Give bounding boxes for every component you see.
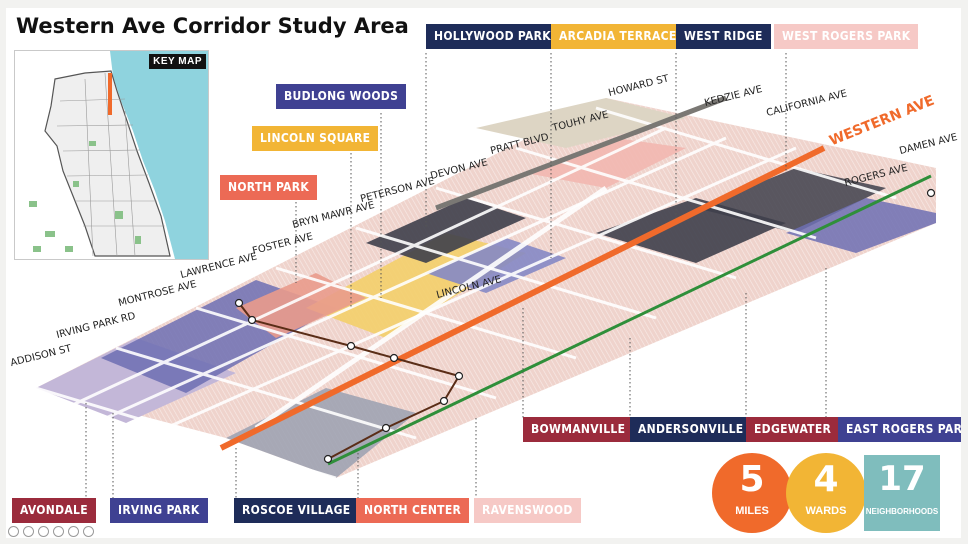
tag-bowmanville: BOWMANVILLE (523, 417, 634, 442)
tag-north-park: NORTH PARK (220, 175, 317, 200)
tag-avondale: AVONDALE (12, 498, 96, 523)
page-title: Western Ave Corridor Study Area (16, 14, 409, 38)
stat-miles: 5 MILES (712, 453, 792, 533)
tag-lincoln-square: LINCOLN SQUARE (252, 126, 379, 151)
area-north-end (476, 98, 686, 148)
tag-budlong-woods: BUDLONG WOODS (276, 84, 407, 109)
stat-wards: 4 WARDS (786, 453, 866, 533)
key-map: KEY MAP (14, 50, 209, 260)
stat-wards-value: 4 (813, 459, 839, 500)
damen-green-line (327, 174, 932, 466)
tag-west-rogers-park: WEST ROGERS PARK (774, 24, 919, 49)
slideshow-controls[interactable] (8, 526, 94, 537)
stat-neighborhoods-value: 17 (878, 459, 926, 499)
tag-ravenswood: RAVENSWOOD (474, 498, 581, 523)
tag-edgewater: EDGEWATER (746, 417, 840, 442)
stat-neighborhoods-label: NEIGHBORHOODS (865, 507, 939, 516)
tag-hollywood-park: HOLLYWOOD PARK (426, 24, 559, 49)
tag-roscoe-village: ROSCOE VILLAGE (234, 498, 359, 523)
area-east-rogers-park (786, 198, 936, 253)
slide: Western Ave Corridor Study Area KEY MAP (6, 8, 961, 538)
stat-wards-label: WARDS (805, 505, 847, 517)
tag-west-ridge: WEST RIDGE (676, 24, 771, 49)
tag-irving-park: IRVING PARK (110, 498, 208, 523)
tag-north-center: NORTH CENTER (356, 498, 470, 523)
grid-icon[interactable] (68, 526, 79, 537)
brown-line (238, 302, 461, 460)
stat-miles-label: MILES (735, 505, 769, 517)
tag-andersonville: ANDERSONVILLE (630, 417, 752, 442)
key-map-label: KEY MAP (149, 54, 206, 69)
western-ave-line (219, 145, 826, 451)
corridor-map (35, 53, 936, 498)
key-map-graphic (15, 51, 208, 259)
area-north-park (236, 273, 366, 338)
area-roscoe-village (226, 388, 416, 478)
more-options-icon[interactable] (83, 526, 94, 537)
tag-arcadia-terrace: ARCADIA TERRACE (551, 24, 685, 49)
stat-miles-value: 5 (739, 459, 765, 500)
next-slide-icon[interactable] (23, 526, 34, 537)
zoom-icon[interactable] (53, 526, 64, 537)
tag-east-rogers-park: EAST ROGERS PARK (838, 417, 961, 442)
pen-icon[interactable] (38, 526, 49, 537)
prev-slide-icon[interactable] (8, 526, 19, 537)
stat-neighborhoods: 17 NEIGHBORHOODS (864, 455, 940, 531)
